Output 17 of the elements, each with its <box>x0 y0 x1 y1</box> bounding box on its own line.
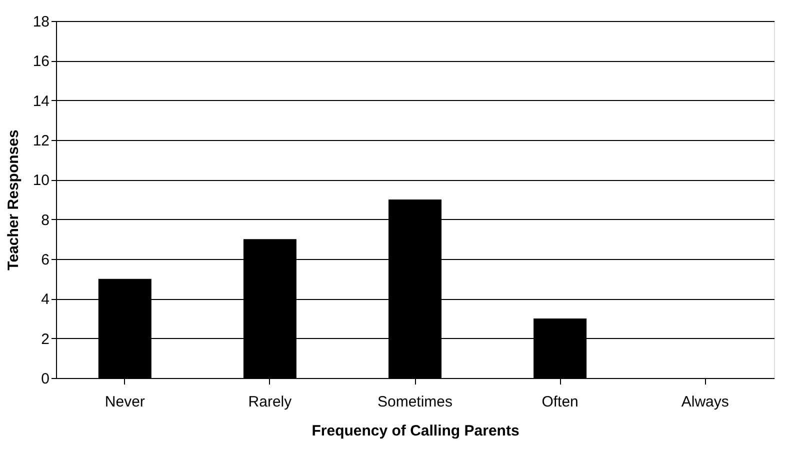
x-tick-label: Rarely <box>248 394 292 410</box>
x-tick-label: Often <box>542 394 578 410</box>
y-tick-label: 18 <box>32 14 50 30</box>
y-tick-label: 14 <box>32 92 50 110</box>
y-axis-title: Teacher Responses <box>4 130 22 270</box>
x-tick-label: Never <box>104 394 145 410</box>
y-tick-label: 4 <box>41 291 50 308</box>
x-axis-title: Frequency of Calling Parents <box>312 422 520 440</box>
y-tick-label: 2 <box>41 330 50 348</box>
x-tick-label: Always <box>681 394 729 410</box>
y-tick-label: 10 <box>32 172 50 190</box>
y-tick-label: 0 <box>41 370 50 388</box>
y-tick-label: 12 <box>32 132 50 150</box>
y-tick-label: 8 <box>41 212 50 229</box>
y-tick-label: 6 <box>41 252 50 268</box>
y-tick-label: 16 <box>32 53 50 70</box>
x-tick-label: Sometimes <box>377 394 453 410</box>
